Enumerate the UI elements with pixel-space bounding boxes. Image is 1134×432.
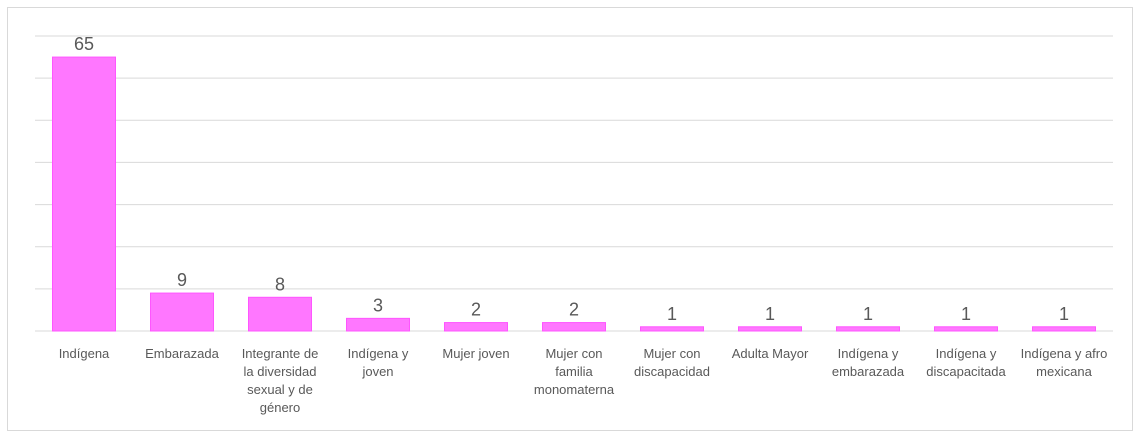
x-tick-label: Mujer con familia monomaterna [526,345,622,399]
bar [836,326,900,332]
x-tick-label: Integrante de la diversidad sexual y de gén… [232,345,328,417]
x-tick-label-line: mexicana [1036,364,1092,379]
x-tick-label-line: Integrante de [241,346,319,361]
bar [248,296,312,332]
data-label: 3 [373,295,383,315]
x-tick-label-line: género [259,400,301,415]
x-tick-label-line: monomaterna [533,382,615,397]
x-tick-label-line: embarazada [831,364,905,379]
x-tick-label-line: sexual y de [247,382,313,397]
x-tick-label: Indígena [36,345,132,363]
bar [542,322,606,332]
x-tick-label-line: Mujer con [643,346,701,361]
x-tick-label: Indígena y embarazada [820,345,916,381]
x-tick-label-line: Indígena y [935,346,997,361]
x-tick-label-line: Mujer con [545,346,603,361]
x-tick-label: Embarazada [134,345,230,363]
bar [346,317,410,332]
x-tick-label: Indígena y discapacitada [918,345,1014,381]
data-label: 1 [765,304,775,324]
x-tick-label-line: Indígena y afro [1020,346,1108,361]
bar [52,56,116,332]
x-tick-label-line: Adulta Mayor [731,346,809,361]
x-tick-label-line: Indígena [58,346,110,361]
x-tick-label-line: Embarazada [145,346,219,361]
x-tick-label-line: Mujer joven [442,346,510,361]
data-label: 8 [275,274,285,294]
bar [934,326,998,332]
data-label: 1 [961,304,971,324]
x-tick-label-line: Indígena y [837,346,899,361]
bar [738,326,802,332]
x-tick-label-line: familia [555,364,593,379]
x-tick-label-line: la diversidad [243,364,317,379]
x-tick-label: Adulta Mayor [722,345,818,363]
data-label: 2 [471,300,481,320]
data-label: 9 [177,270,187,290]
data-label: 1 [863,304,873,324]
x-tick-label: Indígena y afro mexicana [1016,345,1112,381]
bar [1032,326,1096,332]
bar [444,322,508,332]
data-label: 2 [569,300,579,320]
x-tick-label-line: Indígena y [347,346,409,361]
data-label: 1 [1059,304,1069,324]
x-tick-label-line: discapacidad [634,364,710,379]
x-tick-label-line: discapacitada [926,364,1006,379]
data-label: 65 [74,34,94,54]
x-tick-label-line: joven [362,364,394,379]
bar [150,292,214,332]
data-label: 1 [667,304,677,324]
x-tick-label: Mujer joven [428,345,524,363]
bar [640,326,704,332]
x-tick-label: Indígena y joven [330,345,426,381]
x-tick-label: Mujer con discapacidad [624,345,720,381]
